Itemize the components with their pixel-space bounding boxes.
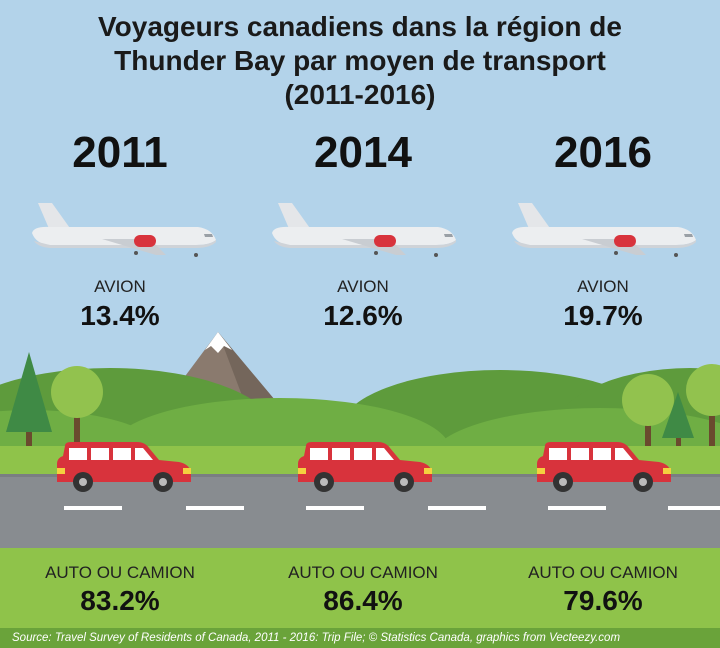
auto-label-2016: AUTO OU CAMION xyxy=(528,563,678,582)
year-2014: 2014 xyxy=(314,128,412,177)
auto-label-2011: AUTO OU CAMION xyxy=(45,563,195,582)
avion-label-2011: AVION xyxy=(94,277,146,296)
airplane-icon xyxy=(32,203,216,257)
title-line-2: Thunder Bay par moyen de transport xyxy=(114,45,606,76)
car-icon xyxy=(537,442,671,492)
airplane-icon xyxy=(272,203,456,257)
airplane-icon xyxy=(512,203,696,257)
year-2011: 2011 xyxy=(72,128,168,177)
auto-value-2016: 79.6% xyxy=(563,585,643,616)
tree-icon xyxy=(6,352,52,452)
title-line-3: (2011-2016) xyxy=(284,79,436,110)
avion-value-2011: 13.4% xyxy=(80,300,160,331)
avion-label-2016: AVION xyxy=(577,277,629,296)
avion-value-2014: 12.6% xyxy=(323,300,403,331)
tree-icon xyxy=(686,364,720,450)
avion-value-2016: 19.7% xyxy=(563,300,643,331)
tree-icon xyxy=(622,374,674,452)
avion-label-2014: AVION xyxy=(337,277,389,296)
car-icon xyxy=(298,442,432,492)
tree-icon xyxy=(51,366,103,448)
landscape xyxy=(0,332,720,548)
source-note: Source: Travel Survey of Residents of Ca… xyxy=(0,628,720,648)
tree-icon xyxy=(662,392,694,450)
auto-value-2011: 83.2% xyxy=(80,585,160,616)
auto-label-2014: AUTO OU CAMION xyxy=(288,563,438,582)
year-2016: 2016 xyxy=(554,128,652,177)
auto-value-2014: 86.4% xyxy=(323,585,403,616)
chart-title: Voyageurs canadiens dans la région de Th… xyxy=(0,10,720,112)
title-line-1: Voyageurs canadiens dans la région de xyxy=(98,11,622,42)
car-icon xyxy=(57,442,191,492)
